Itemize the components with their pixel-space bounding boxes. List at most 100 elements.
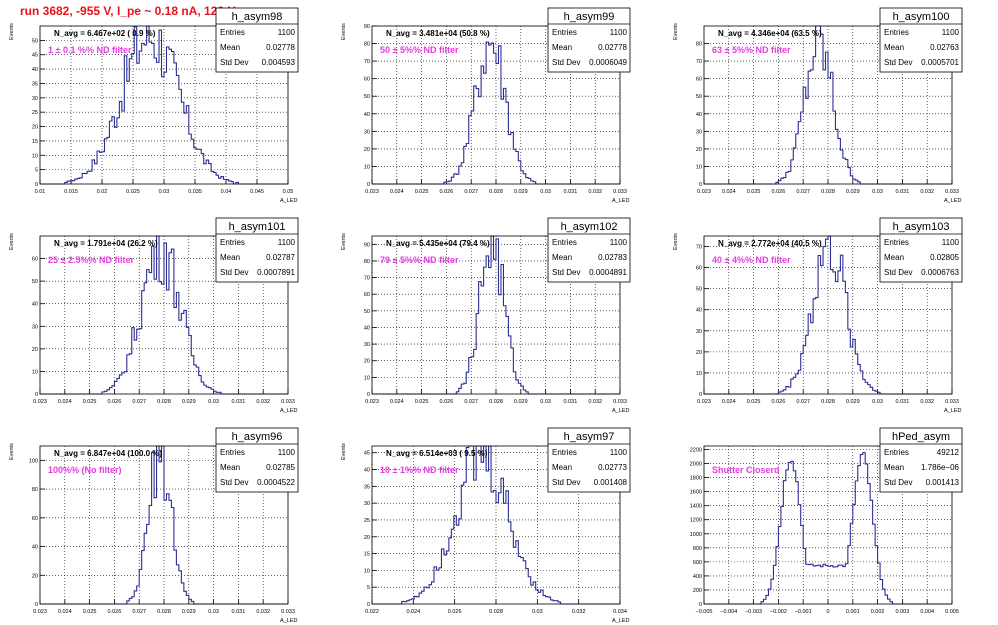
y-tick-label: 25 — [364, 518, 370, 524]
histogram-pad-h_asym97: 0.022 0.024 0.026 0.028 0.03 0.032 0.034 0 5 10 15… — [341, 427, 631, 624]
y-tick-label: 50 — [32, 38, 38, 44]
x-tick-label: 0.015 — [64, 189, 78, 195]
x-tick-label: 0.025 — [415, 399, 429, 405]
x-tick-label: 0.026 — [772, 399, 786, 405]
y-tick-label: 0 — [367, 182, 370, 188]
y-tick-label: 20 — [364, 535, 370, 541]
x-tick-label: 0.024 — [722, 399, 736, 405]
histogram-pad-h_asym101: 0.023 0.024 0.025 0.026 0.027 0.028 0.029 0.03 0… — [9, 217, 299, 414]
x-tick-label: 0 — [826, 609, 829, 615]
x-tick-label: 0.029 — [514, 399, 528, 405]
histogram-pad-h_asym98: 0.01 0.015 0.02 0.025 0.03 0.035 0.04 0.045 0.05… — [9, 7, 299, 204]
y-tick-label: 80 — [32, 487, 38, 493]
histogram-pad-h_asym102: 0.023 0.024 0.025 0.026 0.027 0.028 0.029 0.03 0… — [341, 217, 631, 414]
histogram-series — [40, 25, 288, 185]
y-tick-label: 0 — [35, 392, 38, 398]
stats-label: Mean — [884, 463, 904, 472]
stats-label: Std Dev — [552, 268, 580, 277]
stats-value: 0.02805 — [930, 253, 959, 262]
histogram-pad-h_asym99: 0.023 0.024 0.025 0.026 0.027 0.028 0.029 0.03 0… — [341, 7, 631, 204]
stats-label: Std Dev — [220, 58, 248, 67]
histogram-title: h_asym103 — [893, 221, 950, 233]
x-tick-label: 0.024 — [406, 609, 420, 615]
y-tick-label: 50 — [696, 287, 702, 293]
x-tick-label: 0.022 — [365, 609, 379, 615]
x-tick-label: 0.027 — [132, 609, 146, 615]
stats-label: Mean — [552, 463, 572, 472]
y-tick-label: 5 — [367, 585, 370, 591]
x-tick-label: 0.024 — [722, 189, 736, 195]
x-tick-label: 0.033 — [945, 189, 959, 195]
y-tick-label: 60 — [696, 266, 702, 272]
y-tick-label: 30 — [364, 501, 370, 507]
x-tick-label: 0.025 — [747, 399, 761, 405]
x-tick-label: 0.03 — [540, 189, 551, 195]
y-axis-label: Events — [341, 443, 347, 460]
x-tick-label: 0.026 — [448, 609, 462, 615]
y-tick-label: 30 — [364, 342, 370, 348]
x-tick-label: 0.029 — [182, 399, 196, 405]
y-tick-label: 40 — [364, 325, 370, 331]
stats-box — [547, 217, 631, 283]
x-tick-label: 0.04 — [221, 189, 232, 195]
stats-label: Mean — [884, 253, 904, 262]
y-tick-label: 50 — [364, 94, 370, 100]
stats-value: 0.02787 — [266, 253, 295, 262]
x-tick-label: 0.032 — [256, 609, 270, 615]
stats-value: 1100 — [610, 448, 628, 457]
y-tick-label: 30 — [696, 129, 702, 135]
x-axis-label: A_LED — [280, 408, 297, 414]
stats-label: Std Dev — [552, 478, 580, 487]
x-axis-label: A_LED — [944, 198, 961, 204]
histogram-subtitle: N_avg = 5.435e+04 (79.4 %) — [386, 239, 490, 248]
y-tick-label: 30 — [32, 96, 38, 102]
x-tick-label: 0.029 — [846, 189, 860, 195]
y-tick-label: 800 — [693, 546, 702, 552]
y-tick-label: 30 — [364, 129, 370, 135]
y-tick-label: 5 — [35, 168, 38, 174]
plot-frame — [371, 235, 621, 395]
stats-label: Mean — [552, 43, 572, 52]
stats-value: 1.786e−06 — [921, 463, 960, 472]
stats-value: 1100 — [610, 238, 628, 247]
y-tick-label: 15 — [364, 552, 370, 558]
y-tick-label: 0 — [367, 392, 370, 398]
stats-value: 0.02778 — [598, 43, 627, 52]
y-tick-label: 70 — [696, 245, 702, 251]
x-tick-label: 0.02 — [97, 189, 108, 195]
stats-label: Mean — [220, 463, 240, 472]
x-tick-label: 0.027 — [796, 189, 810, 195]
x-tick-label: 0.031 — [564, 399, 578, 405]
x-tick-label: 0.028 — [157, 399, 171, 405]
y-axis-label: Events — [341, 23, 347, 40]
x-tick-label: 0.028 — [489, 399, 503, 405]
y-tick-label: 35 — [32, 81, 38, 87]
y-axis-label: Events — [673, 23, 679, 40]
x-tick-label: −0.004 — [720, 609, 737, 615]
x-tick-label: 0.025 — [83, 609, 97, 615]
stats-label: Mean — [220, 43, 240, 52]
y-tick-label: 40 — [364, 468, 370, 474]
y-tick-label: 70 — [696, 59, 702, 65]
x-tick-label: 0.031 — [896, 399, 910, 405]
y-tick-label: 20 — [696, 147, 702, 153]
histogram-subtitle: N_avg = 6.514e+03 ( 9.5 %) — [386, 449, 488, 458]
stats-value: 0.02773 — [598, 463, 627, 472]
x-axis-label: A_LED — [280, 618, 297, 624]
y-tick-label: 200 — [693, 588, 702, 594]
stats-value: 0.0006049 — [589, 58, 627, 67]
y-tick-label: 20 — [32, 125, 38, 131]
x-tick-label: 0.032 — [256, 399, 270, 405]
histogram-subtitle: N_avg = 2.772e+04 (40.5 %) — [718, 239, 822, 248]
stats-value: 0.02763 — [930, 43, 959, 52]
filter-annotation: 40 ± 4%% ND filter — [712, 255, 791, 265]
stats-label: Entries — [220, 28, 245, 37]
stats-value: 1100 — [942, 28, 960, 37]
filter-annotation: 1 ± 0.1 %% ND filter — [48, 45, 132, 55]
y-tick-label: 10 — [364, 164, 370, 170]
y-tick-label: 10 — [364, 568, 370, 574]
stats-label: Entries — [552, 238, 577, 247]
stats-value: 0.0004891 — [589, 268, 627, 277]
x-tick-label: 0.028 — [821, 399, 835, 405]
y-tick-label: 20 — [32, 347, 38, 353]
